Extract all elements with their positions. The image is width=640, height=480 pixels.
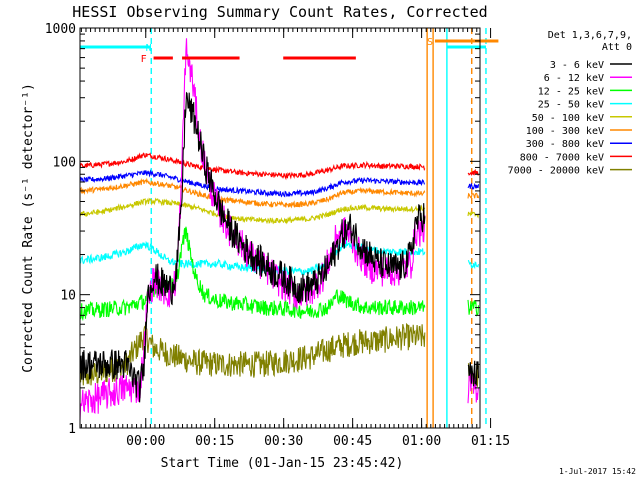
- legend-header: Att 0: [602, 42, 632, 53]
- legend: Det 1,3,6,7,9,Att 0 3 - 6 keV 6 - 12 keV 12…: [508, 30, 632, 177]
- series-line: [79, 226, 426, 322]
- flag-letter: S: [427, 37, 433, 48]
- footer-timestamp: 1-Jul-2017 15:42: [559, 467, 636, 476]
- legend-label: 6 - 12 keV: [544, 73, 604, 84]
- chart-title: HESSI Observing Summary Count Rates, Cor…: [72, 3, 487, 21]
- series-layer: [79, 38, 480, 421]
- series-line: [79, 169, 426, 198]
- legend-label: 12 - 25 keV: [538, 86, 604, 97]
- series-line: [79, 177, 426, 209]
- flag-bar: [182, 56, 240, 60]
- series-line-segment: [467, 260, 480, 270]
- series-line-segment: [467, 360, 480, 387]
- x-tick-label: 01:15: [471, 434, 510, 449]
- series-line-segment: [467, 192, 480, 199]
- flag-bar: [434, 39, 499, 43]
- x-axis: 00:00 00:15 00:30 00:45 01:00 01:15: [80, 28, 510, 449]
- flag-bar: [447, 45, 486, 49]
- y-tick-label: 1000: [45, 22, 76, 37]
- series-3-6-kev: [79, 91, 480, 403]
- x-tick-label: 01:00: [402, 434, 441, 449]
- x-tick-label: 00:30: [264, 434, 303, 449]
- y-tick-label: 100: [53, 155, 76, 170]
- legend-label: 800 - 7000 keV: [520, 152, 604, 163]
- vertical-markers: [150, 28, 487, 428]
- series-12-25-kev: [79, 226, 480, 322]
- series-line-segment: [467, 182, 480, 191]
- legend-label: 50 - 100 keV: [532, 113, 604, 124]
- series-100-300-kev: [79, 177, 480, 209]
- flag-layer: NF S: [80, 37, 499, 65]
- y-tick-label: 10: [60, 289, 76, 304]
- series-line-segment: [467, 168, 479, 177]
- y-axis-label: Corrected Count Rate (s⁻¹ detector⁻¹): [21, 83, 36, 373]
- flag-bar: [80, 45, 151, 49]
- legend-label: 3 - 6 keV: [550, 60, 604, 71]
- y-axis: 1 10 100 1000: [45, 22, 480, 437]
- x-tick-label: 00:15: [195, 434, 234, 449]
- x-tick-label: 00:45: [333, 434, 372, 449]
- flag-letter: N: [146, 43, 152, 54]
- series-line: [79, 322, 426, 386]
- series-line: [79, 91, 426, 403]
- plot-frame: [79, 27, 481, 429]
- y-tick-label: 1: [68, 422, 76, 437]
- x-tick-label: 00:00: [126, 434, 165, 449]
- series-800-7000-kev: [79, 152, 479, 181]
- x-axis-label: Start Time (01-Jan-15 23:45:42): [161, 456, 404, 471]
- legend-label: 25 - 50 keV: [538, 100, 604, 111]
- series-7000-20000-kev: [79, 322, 480, 387]
- legend-label: 100 - 300 keV: [526, 126, 604, 137]
- flag-bar: [283, 56, 356, 60]
- flag-bar: [153, 56, 173, 60]
- legend-header: Det 1,3,6,7,9,: [548, 30, 632, 41]
- series-line: [79, 197, 426, 225]
- legend-label: 300 - 800 keV: [526, 139, 604, 150]
- series-300-800-kev: [79, 169, 480, 198]
- series-6-12-kev: [79, 38, 480, 421]
- series-line-segment: [467, 299, 480, 317]
- flag-letter: F: [141, 54, 147, 65]
- series-line: [79, 152, 426, 181]
- legend-label: 7000 - 20000 keV: [508, 166, 604, 177]
